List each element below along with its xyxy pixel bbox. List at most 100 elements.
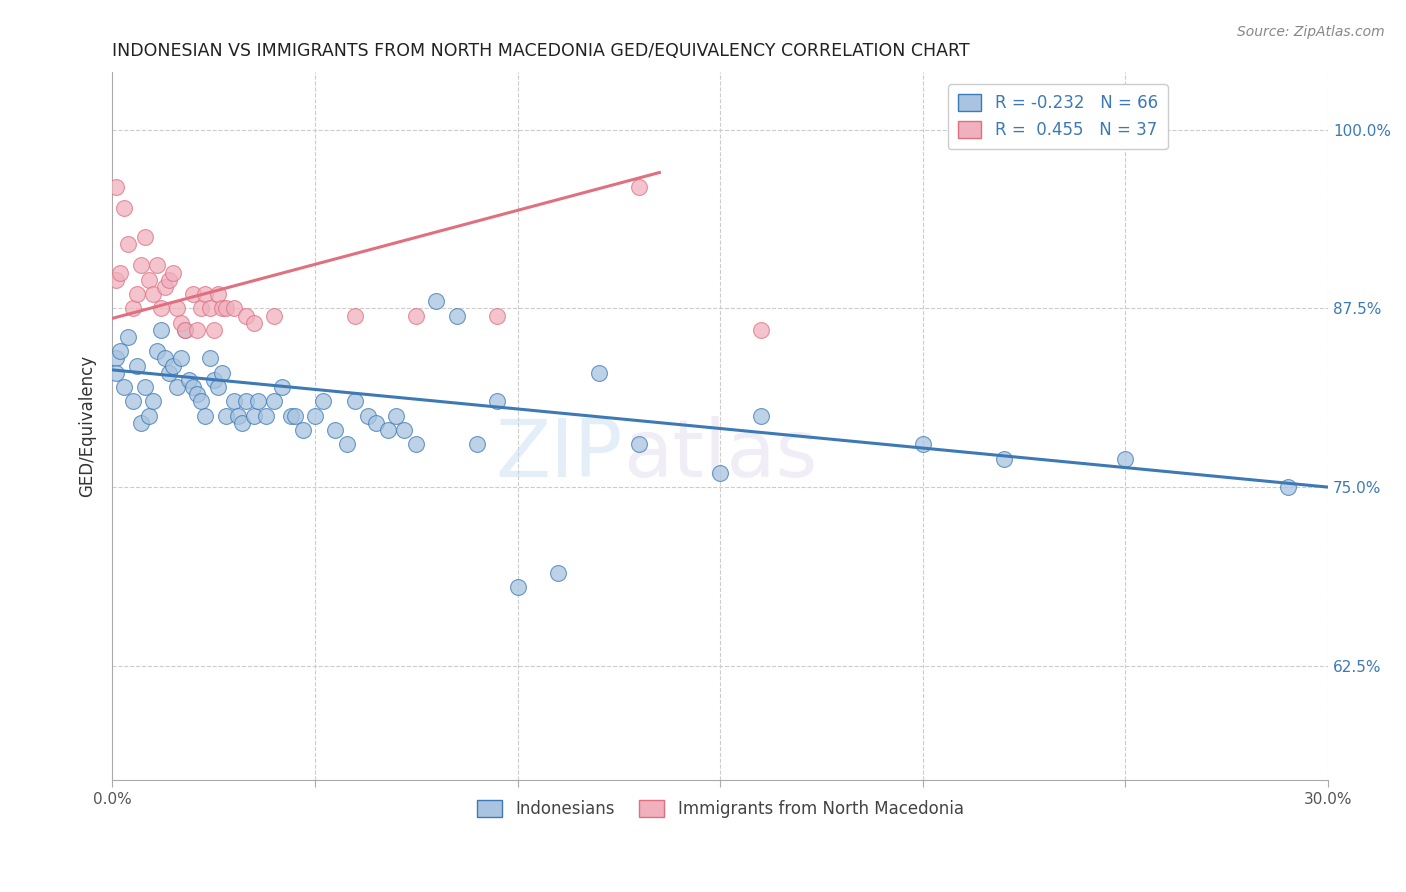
Point: [194, 287, 217, 301]
Point: [377, 423, 399, 437]
Point: [170, 316, 193, 330]
Point: [207, 287, 229, 301]
Point: [166, 380, 188, 394]
Point: [181, 287, 204, 301]
Point: [304, 409, 326, 423]
Point: [344, 394, 367, 409]
Y-axis label: GED/Equivalency: GED/Equivalency: [79, 355, 96, 498]
Point: [179, 373, 201, 387]
Point: [190, 301, 212, 316]
Text: ZIP: ZIP: [495, 416, 623, 493]
Point: [323, 423, 346, 437]
Point: [146, 344, 169, 359]
Point: [486, 394, 509, 409]
Point: [198, 351, 221, 366]
Point: [226, 409, 249, 423]
Point: [194, 409, 217, 423]
Point: [235, 394, 257, 409]
Point: [112, 201, 135, 215]
Point: [129, 416, 152, 430]
Point: [263, 309, 285, 323]
Point: [162, 266, 184, 280]
Point: [125, 287, 148, 301]
Point: [153, 280, 176, 294]
Point: [117, 330, 139, 344]
Point: [110, 344, 132, 359]
Point: [222, 301, 245, 316]
Point: [138, 273, 160, 287]
Point: [356, 409, 378, 423]
Point: [121, 394, 143, 409]
Point: [153, 351, 176, 366]
Point: [1277, 480, 1299, 494]
Point: [243, 316, 266, 330]
Point: [911, 437, 934, 451]
Point: [271, 380, 294, 394]
Point: [247, 394, 270, 409]
Point: [105, 273, 128, 287]
Point: [215, 409, 238, 423]
Point: [211, 366, 233, 380]
Point: [105, 351, 128, 366]
Point: [709, 466, 731, 480]
Point: [149, 323, 172, 337]
Point: [547, 566, 569, 580]
Point: [344, 309, 367, 323]
Point: [125, 359, 148, 373]
Point: [628, 437, 651, 451]
Point: [105, 179, 128, 194]
Point: [628, 179, 651, 194]
Point: [385, 409, 408, 423]
Point: [405, 309, 427, 323]
Point: [129, 259, 152, 273]
Text: atlas: atlas: [623, 416, 817, 493]
Point: [142, 287, 165, 301]
Point: [312, 394, 335, 409]
Point: [207, 380, 229, 394]
Point: [162, 359, 184, 373]
Point: [486, 309, 509, 323]
Point: [138, 409, 160, 423]
Point: [749, 409, 772, 423]
Point: [157, 273, 180, 287]
Point: [202, 323, 225, 337]
Point: [181, 380, 204, 394]
Point: [146, 259, 169, 273]
Point: [364, 416, 387, 430]
Point: [506, 580, 529, 594]
Point: [254, 409, 277, 423]
Point: [134, 230, 156, 244]
Point: [284, 409, 307, 423]
Point: [1114, 451, 1136, 466]
Point: [157, 366, 180, 380]
Point: [215, 301, 238, 316]
Point: [149, 301, 172, 316]
Point: [336, 437, 359, 451]
Point: [392, 423, 415, 437]
Text: INDONESIAN VS IMMIGRANTS FROM NORTH MACEDONIA GED/EQUIVALENCY CORRELATION CHART: INDONESIAN VS IMMIGRANTS FROM NORTH MACE…: [112, 42, 970, 60]
Point: [211, 301, 233, 316]
Point: [117, 237, 139, 252]
Point: [231, 416, 253, 430]
Point: [405, 437, 427, 451]
Point: [291, 423, 314, 437]
Point: [166, 301, 188, 316]
Point: [105, 366, 128, 380]
Point: [174, 323, 197, 337]
Point: [749, 323, 772, 337]
Point: [263, 394, 285, 409]
Point: [222, 394, 245, 409]
Point: [465, 437, 488, 451]
Point: [170, 351, 193, 366]
Point: [186, 387, 208, 401]
Point: [198, 301, 221, 316]
Point: [110, 266, 132, 280]
Point: [202, 373, 225, 387]
Point: [174, 323, 197, 337]
Point: [186, 323, 208, 337]
Point: [112, 380, 135, 394]
Point: [243, 409, 266, 423]
Legend: Indonesians, Immigrants from North Macedonia: Indonesians, Immigrants from North Maced…: [470, 794, 970, 825]
Point: [425, 294, 447, 309]
Point: [121, 301, 143, 316]
